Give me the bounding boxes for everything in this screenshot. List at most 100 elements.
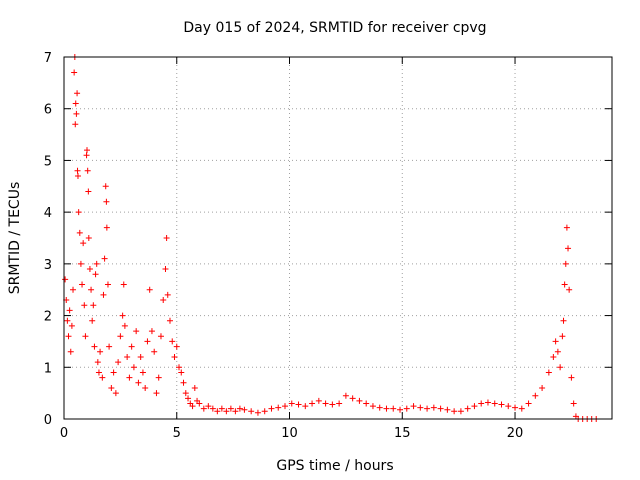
data-point [196,400,203,407]
data-point [565,245,572,252]
data-points [62,54,600,422]
data-point [88,286,95,293]
data-point [128,343,135,350]
data-point [106,343,113,350]
data-point [241,406,248,413]
data-point [561,281,568,288]
data-point [85,235,92,241]
data-point [512,404,519,411]
data-point [532,392,539,399]
data-point [478,400,485,407]
data-point [160,297,167,304]
data-point [139,369,146,376]
data-point [104,281,111,288]
y-tick-label: 7 [44,51,52,66]
y-tick-label: 2 [44,310,52,325]
data-point [566,286,573,293]
data-point [64,317,71,324]
data-point [157,333,164,340]
data-point [376,404,383,411]
data-point [97,348,104,355]
data-point [74,90,81,97]
data-point [90,302,97,309]
data-point [137,353,144,360]
data-point [92,271,99,278]
data-point [93,260,100,267]
y-tick-label: 5 [44,154,52,169]
data-point [484,399,491,406]
data-point [437,405,444,412]
y-tick-label: 0 [44,413,52,428]
data-point [559,333,566,340]
data-point [126,374,133,381]
data-point [108,384,115,391]
data-point [83,152,90,159]
data-point [163,235,170,241]
data-point [94,359,101,366]
data-point [189,403,196,410]
y-tick-label: 1 [44,361,52,376]
data-point [464,405,471,412]
data-point [68,322,75,329]
y-tick-label: 6 [44,103,52,118]
data-point [560,317,567,324]
data-point [545,369,552,376]
data-point [410,403,417,410]
data-point [200,405,207,412]
x-tick-label: 5 [173,426,181,441]
data-point [112,390,119,397]
data-point [209,405,216,412]
x-axis-label: GPS time / hours [276,458,393,474]
data-point [72,121,79,128]
data-point [518,405,525,412]
data-point [568,374,575,381]
data-point [82,333,89,340]
data-point [182,390,189,397]
data-point [214,408,221,415]
x-tick-label: 15 [394,426,411,441]
data-point [74,172,81,179]
data-point [356,397,363,404]
data-point [130,364,137,371]
data-point [176,364,183,371]
data-point [151,348,158,355]
data-point [563,224,570,231]
data-point [164,291,171,298]
data-point [227,405,234,412]
data-point [302,403,309,410]
data-point [282,403,289,410]
data-point [457,408,464,415]
data-point [383,405,390,412]
data-point [491,400,498,407]
data-point [315,397,322,404]
data-point [171,353,178,360]
data-point [121,322,128,329]
data-point [76,229,83,236]
data-point [133,328,140,335]
data-point [117,333,124,340]
data-point [144,338,151,345]
data-point [65,333,72,340]
chart-title: Day 015 of 2024, SRMTID for receiver cpv… [183,20,486,36]
data-point [180,379,187,386]
data-point [557,364,564,371]
data-point [275,404,282,411]
data-point [99,374,106,381]
data-point [91,343,98,350]
data-point [75,209,82,216]
data-point [397,406,404,413]
data-point [223,408,230,415]
data-point [84,147,91,154]
data-point [169,338,176,345]
y-axis-label: SRMTID / TECUs [7,182,23,295]
data-point [103,224,110,231]
data-point [162,266,169,273]
data-point [77,260,84,267]
data-point [552,338,559,345]
data-point [146,286,153,293]
data-point [155,374,162,381]
data-point [498,401,505,408]
data-point [471,403,478,410]
data-point [417,404,424,411]
